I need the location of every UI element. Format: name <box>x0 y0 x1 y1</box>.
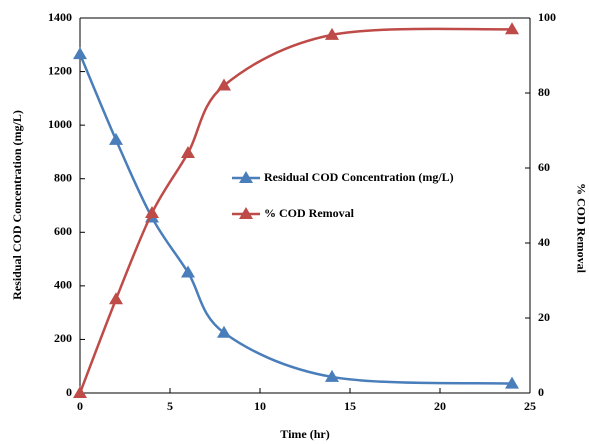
marker <box>181 146 195 158</box>
y2-tick-label: 80 <box>538 85 550 99</box>
y2-tick-label: 100 <box>538 10 556 24</box>
marker <box>505 22 519 35</box>
y-tick-label: 400 <box>54 278 72 292</box>
y-tick-label: 1000 <box>48 117 72 131</box>
y2-tick-label: 60 <box>538 160 550 174</box>
marker <box>181 265 195 278</box>
marker <box>73 47 87 60</box>
y-tick-label: 200 <box>54 331 72 345</box>
x-tick-label: 0 <box>77 399 83 413</box>
marker <box>217 78 231 91</box>
legend-marker <box>239 207 253 219</box>
y2-tick-label: 40 <box>538 235 550 249</box>
y-axis-label: Residual COD Concentration (mg/L) <box>10 110 24 300</box>
x-axis-label: Time (hr) <box>280 427 329 441</box>
marker <box>325 369 339 382</box>
y2-tick-label: 20 <box>538 310 550 324</box>
y-tick-label: 1200 <box>48 63 72 77</box>
legend-label: % COD Removal <box>264 206 355 220</box>
legend-marker <box>239 171 253 183</box>
y-tick-label: 1400 <box>48 10 72 24</box>
x-tick-label: 20 <box>434 399 446 413</box>
marker <box>217 325 231 338</box>
y-tick-label: 600 <box>54 224 72 238</box>
marker <box>109 292 123 305</box>
marker <box>109 132 123 145</box>
x-tick-label: 5 <box>167 399 173 413</box>
x-tick-label: 25 <box>524 399 536 413</box>
x-tick-label: 10 <box>254 399 266 413</box>
marker <box>505 376 519 389</box>
y-tick-label: 0 <box>66 385 72 399</box>
marker <box>325 27 339 40</box>
legend-label: Residual COD Concentration (mg/L) <box>264 170 454 184</box>
marker <box>73 386 87 398</box>
y2-axis-label: % COD Removal <box>574 183 588 274</box>
marker <box>145 206 159 218</box>
y-tick-label: 800 <box>54 170 72 184</box>
y2-tick-label: 0 <box>538 385 544 399</box>
x-tick-label: 15 <box>344 399 356 413</box>
